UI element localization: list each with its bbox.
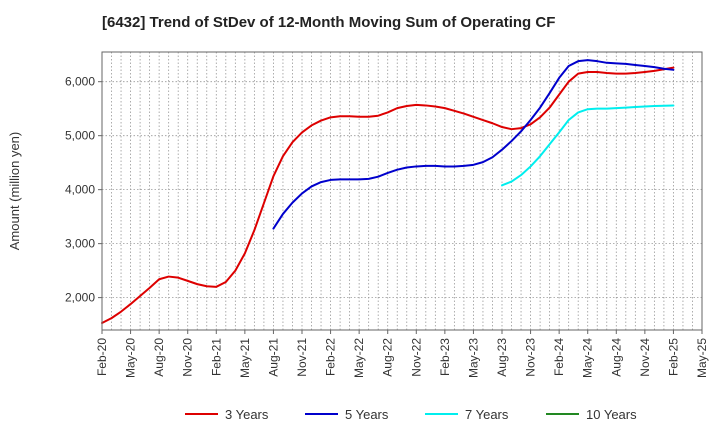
x-tick-label: May-24 — [581, 338, 595, 378]
legend-label: 3 Years — [225, 407, 269, 422]
x-tick-label: Nov-24 — [638, 338, 652, 377]
x-tick-label: Nov-23 — [524, 338, 538, 377]
x-tick-label: May-25 — [695, 338, 709, 378]
y-axis-label: Amount (million yen) — [7, 132, 22, 251]
x-tick-label: Feb-25 — [666, 338, 680, 376]
x-tick-label: Aug-20 — [152, 338, 166, 377]
x-tick-label: Aug-21 — [266, 338, 280, 377]
y-tick-label: 5,000 — [65, 129, 95, 143]
legend-item-7-years: 7 Years — [425, 407, 509, 422]
legend-item-10-years: 10 Years — [546, 407, 637, 422]
x-tick-label: Feb-23 — [438, 338, 452, 376]
series-line-5-years — [272, 59, 675, 230]
legend-item-3-years: 3 Years — [185, 407, 269, 422]
grid — [102, 52, 702, 330]
x-tick-label: Feb-22 — [324, 338, 338, 376]
x-tick-label: Aug-24 — [609, 338, 623, 377]
x-tick-label: Nov-20 — [181, 338, 195, 377]
x-tick-label: Aug-22 — [381, 338, 395, 377]
x-tick-label: May-20 — [124, 338, 138, 378]
series-lines — [101, 59, 675, 324]
x-tick-label: Aug-23 — [495, 338, 509, 377]
x-axis: Feb-20 May-20 Aug-20 Nov-20 Feb-21 May-21 Aug-… — [95, 330, 709, 378]
chart-title: [6432] Trend of StDev of 12-Month Moving… — [102, 14, 555, 31]
legend-label: 10 Years — [586, 407, 637, 422]
series-line-3-years — [101, 66, 675, 324]
y-tick-label: 3,000 — [65, 237, 95, 251]
x-tick-label: Feb-24 — [552, 338, 566, 376]
x-tick-label: Feb-20 — [95, 338, 109, 376]
x-tick-label: Nov-21 — [295, 338, 309, 377]
y-tick-label: 6,000 — [65, 75, 95, 89]
legend-label: 7 Years — [465, 407, 509, 422]
x-tick-label: May-21 — [238, 338, 252, 378]
x-tick-label: Feb-21 — [209, 338, 223, 376]
legend-item-5-years: 5 Years — [305, 407, 389, 422]
x-tick-label: May-22 — [352, 338, 366, 378]
x-tick-label: May-23 — [466, 338, 480, 378]
series-line-7-years — [501, 104, 675, 187]
legend-label: 5 Years — [345, 407, 389, 422]
y-tick-label: 4,000 — [65, 183, 95, 197]
x-tick-label: Nov-22 — [409, 338, 423, 377]
y-tick-label: 2,000 — [65, 291, 95, 305]
legend: 3 Years 5 Years 7 Years 10 Years — [185, 407, 637, 422]
y-axis: 2,000 3,000 4,000 5,000 6,000 — [65, 75, 102, 305]
plot-frame — [101, 51, 703, 331]
